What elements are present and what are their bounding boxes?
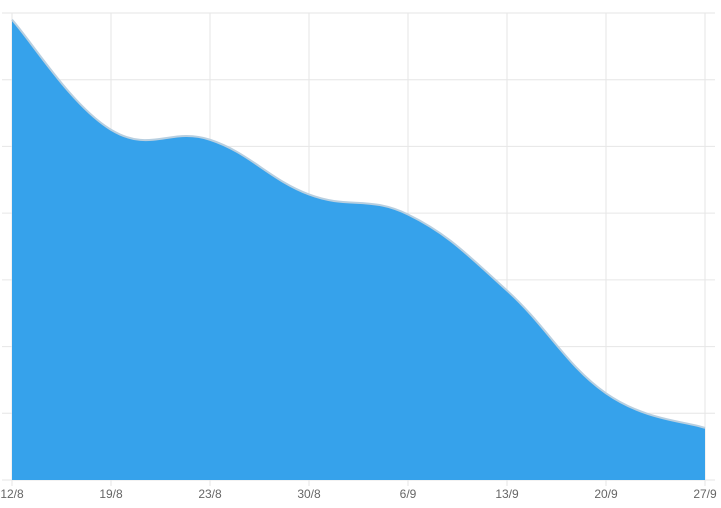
x-tick-label: 20/9 [594, 487, 618, 501]
x-tick-label: 12/8 [0, 487, 24, 501]
x-tick-label: 30/8 [297, 487, 321, 501]
x-tick-label: 19/8 [99, 487, 123, 501]
x-tick-label: 23/8 [198, 487, 222, 501]
x-tick-label: 13/9 [495, 487, 519, 501]
x-tick-label: 27/9 [693, 487, 717, 501]
x-tick-label: 6/9 [400, 487, 417, 501]
area [12, 19, 705, 481]
area-line [11, 19, 706, 429]
